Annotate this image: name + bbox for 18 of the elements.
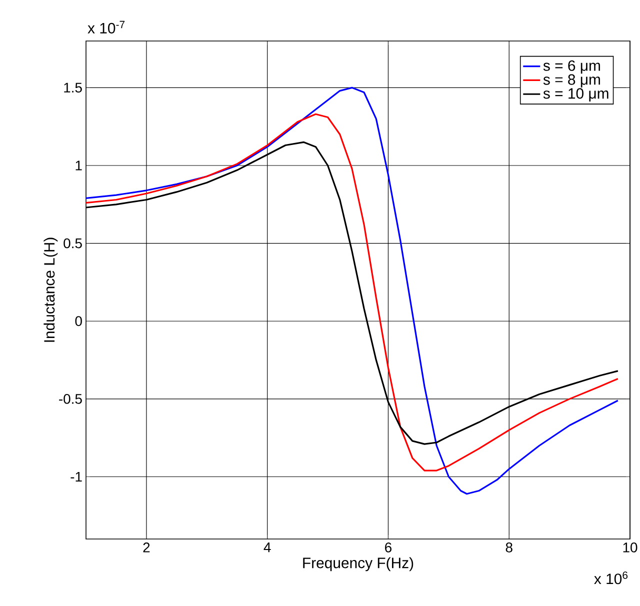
x-tick-label: 8	[506, 542, 512, 552]
legend-label: s = 6 μm	[543, 60, 600, 74]
x-axis-title: Frequency F(Hz)	[303, 557, 414, 572]
y-axis-title: Inductance L(H)	[44, 238, 58, 342]
x-tick-label: 4	[264, 542, 271, 552]
text: x 10$^{6}$	[594, 572, 628, 584]
y-tick-label: -0.5	[59, 394, 82, 404]
x-tick-label: 6	[385, 542, 392, 552]
y-tick-label: 1	[76, 160, 82, 170]
legend-label: s = 8 μm	[543, 74, 600, 88]
x-tick-label: 10	[623, 542, 638, 552]
y-tick-label: -1	[70, 472, 82, 482]
y-tick-label: 0	[75, 316, 82, 326]
x-tick-label: 2	[143, 542, 150, 552]
y-tick-label: 1.5	[64, 82, 82, 93]
legend-label: s = 10 μm	[543, 88, 608, 102]
text: x 10$^{-7}$	[88, 20, 125, 34]
y-tick-label: 0.5	[64, 238, 82, 248]
